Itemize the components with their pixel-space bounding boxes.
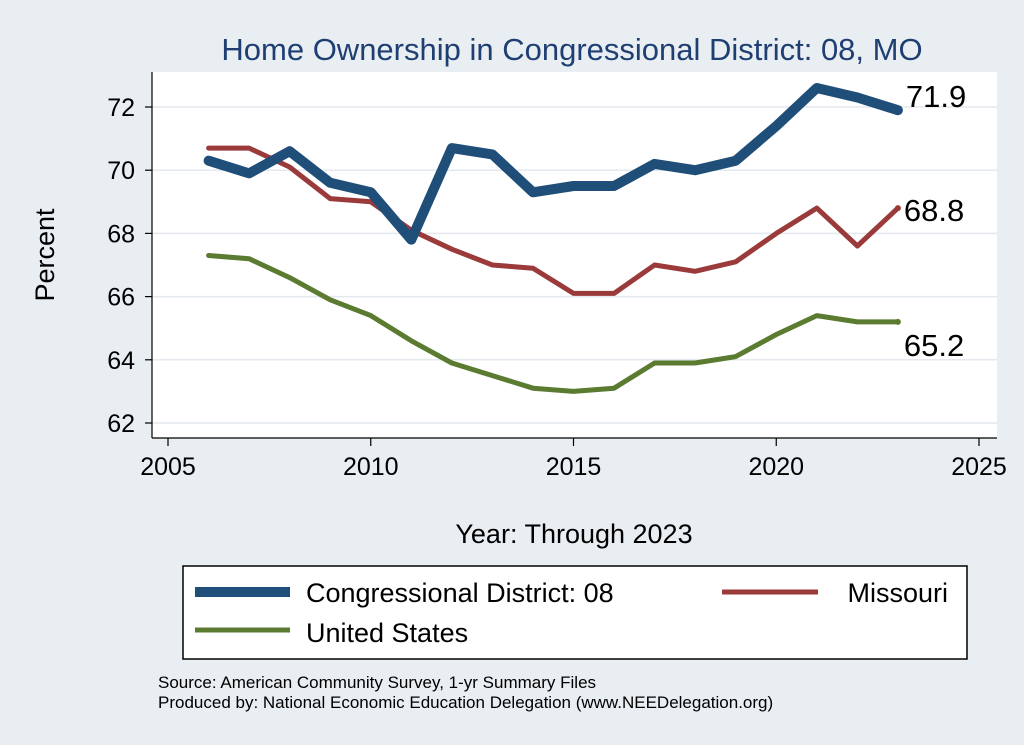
end-value-label: 68.8 xyxy=(904,193,964,228)
x-axis-label: Year: Through 2023 xyxy=(455,519,692,549)
series-line-1 xyxy=(206,145,901,296)
y-tick-label: 70 xyxy=(107,157,135,185)
y-tick-label: 62 xyxy=(107,410,135,438)
series-line-0 xyxy=(203,83,903,245)
producer-line: Produced by: National Economic Education… xyxy=(158,693,773,712)
y-tick-label: 72 xyxy=(107,94,135,122)
source-line: Source: American Community Survey, 1-yr … xyxy=(158,673,596,692)
end-labels: 71.9 68.8 65.2 xyxy=(894,79,966,363)
end-point xyxy=(894,205,901,212)
legend-label: Missouri xyxy=(847,578,948,608)
legend: Congressional District: 08 Missouri United… xyxy=(182,565,968,660)
x-tick-label: 2025 xyxy=(951,453,1007,481)
legend-box xyxy=(182,565,968,660)
x-tick-label: 2005 xyxy=(140,453,196,481)
end-value-label: 71.9 xyxy=(906,79,966,114)
x-tick-label: 2010 xyxy=(343,453,399,481)
legend-label: United States xyxy=(306,618,468,648)
end-value-label: 65.2 xyxy=(904,328,964,363)
end-point xyxy=(894,107,901,114)
series-line-2 xyxy=(206,253,901,394)
y-tick-label: 64 xyxy=(107,347,135,375)
x-tick-label: 2020 xyxy=(748,453,804,481)
legend-items: Congressional District: 08 Missouri United… xyxy=(195,578,948,648)
chart-title: Home Ownership in Congressional District… xyxy=(221,32,922,67)
x-tick-label: 2015 xyxy=(546,453,602,481)
y-tick-label: 68 xyxy=(107,220,135,248)
plot-area xyxy=(152,72,997,438)
y-tick-label: 66 xyxy=(107,284,135,312)
axes: 62 64 66 68 70 72 2005 2010 2015 2020 2025 xyxy=(107,72,1007,481)
series-lines xyxy=(203,83,903,394)
y-axis-label: Percent xyxy=(30,208,60,302)
end-point xyxy=(894,318,901,325)
legend-label: Congressional District: 08 xyxy=(306,578,614,608)
